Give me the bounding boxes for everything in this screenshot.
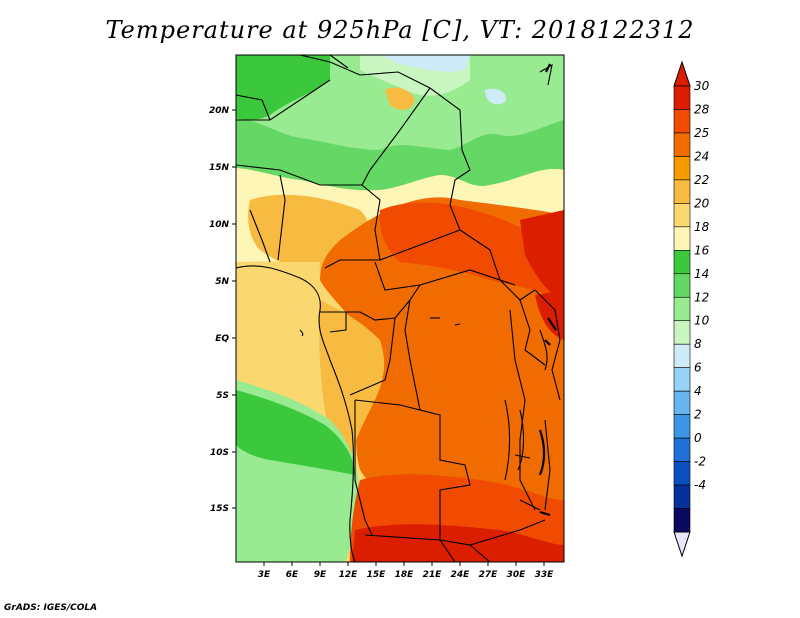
lat-tick-label: 5N — [215, 277, 229, 287]
lon-tick-label: 9E — [314, 570, 327, 580]
colorbar-label: 18 — [694, 220, 710, 234]
lon-tick-label: 27E — [479, 570, 499, 580]
colorbar-label: 28 — [694, 102, 710, 116]
colorbar-segment — [673, 484, 691, 509]
colorbar-label: 10 — [694, 314, 710, 328]
colorbar-segment — [673, 461, 691, 486]
lat-tick-label: 15S — [210, 504, 229, 514]
colorbar-label: 0 — [694, 431, 702, 445]
colorbar-label: -2 — [694, 455, 706, 469]
colorbar-segment — [673, 226, 691, 251]
coastlines — [236, 63, 553, 562]
colorbar-label: 24 — [694, 149, 709, 163]
field-central-mid-orange — [379, 202, 564, 300]
colorbar-segment — [673, 508, 691, 533]
colorbar-segment — [673, 156, 691, 181]
colorbar-segment — [673, 109, 691, 134]
colorbar-segment — [673, 85, 691, 110]
country-borders — [236, 55, 561, 562]
field-north-blue — [380, 55, 470, 72]
lat-axis: 20N 15N 10N 5N EQ 5S 10S 15S — [209, 106, 236, 514]
colorbar-segment — [673, 203, 691, 228]
colorbar-label: 16 — [694, 243, 710, 257]
colorbar-segment — [673, 132, 691, 157]
lon-tick-label: 12E — [339, 570, 359, 580]
lat-tick-label: EQ — [215, 334, 229, 344]
colorbar-over-arrow — [673, 60, 691, 87]
temperature-field — [236, 55, 564, 562]
lon-tick-label: 18E — [395, 570, 415, 580]
colorbar-segment — [673, 320, 691, 345]
lon-tick-label: 3E — [258, 570, 271, 580]
lon-tick-label: 15E — [367, 570, 387, 580]
lon-tick-label: 21E — [423, 570, 443, 580]
field-sw-lightgreen-2 — [236, 460, 347, 540]
colorbar-segment — [673, 179, 691, 204]
field-east-red — [520, 210, 564, 300]
lat-tick-label: 10S — [210, 448, 229, 458]
lon-axis: 3E 6E 9E 12E 15E 18E 21E 24E 27E 30E 33E — [258, 562, 554, 580]
lon-tick-label: 24E — [451, 570, 471, 580]
colorbar-label: -4 — [694, 478, 706, 492]
grads-credit: GrADS: IGES/COLA — [4, 603, 98, 613]
colorbar-label: 12 — [694, 290, 709, 304]
colorbar-segment — [673, 343, 691, 368]
lon-tick-label: 33E — [535, 570, 555, 580]
lat-tick-label: 5S — [216, 391, 229, 401]
lon-tick-label: 6E — [286, 570, 299, 580]
colorbar-segment — [673, 390, 691, 415]
colorbar-label: 30 — [694, 79, 710, 93]
field-east-red-2 — [535, 290, 564, 340]
colorbar-label: 20 — [694, 196, 710, 210]
colorbar-label: 6 — [694, 361, 702, 375]
field-north-darkgreen — [236, 55, 330, 120]
colorbar-segment — [673, 437, 691, 462]
colorbar-under-arrow — [673, 531, 691, 558]
lon-tick-label: 30E — [507, 570, 527, 580]
field-sw-green — [236, 390, 355, 475]
field-gulf — [236, 262, 320, 380]
colorbar-label: 22 — [694, 173, 709, 187]
colorbar-label: 14 — [694, 267, 709, 281]
colorbar-segment — [673, 367, 691, 392]
field-north-orange — [385, 87, 415, 110]
colorbar-label: 25 — [694, 126, 709, 140]
colorbar-segment — [673, 250, 691, 275]
lat-tick-label: 20N — [209, 106, 230, 116]
colorbar-label: 4 — [694, 384, 702, 398]
colorbar-label: 2 — [694, 408, 702, 422]
map-frame — [235, 54, 565, 563]
rivers-lakes-bold — [538, 63, 557, 517]
colorbar-segment — [673, 414, 691, 439]
colorbar-label: 8 — [694, 337, 702, 351]
lat-tick-label: 10N — [209, 220, 230, 230]
colorbar-segment — [673, 296, 691, 322]
colorbar-segment — [673, 273, 691, 298]
map-title: Temperature at 925hPa [C], VT: 201812231… — [105, 16, 695, 44]
lat-tick-label: 15N — [209, 163, 230, 173]
field-north-blue-patch — [485, 88, 506, 105]
